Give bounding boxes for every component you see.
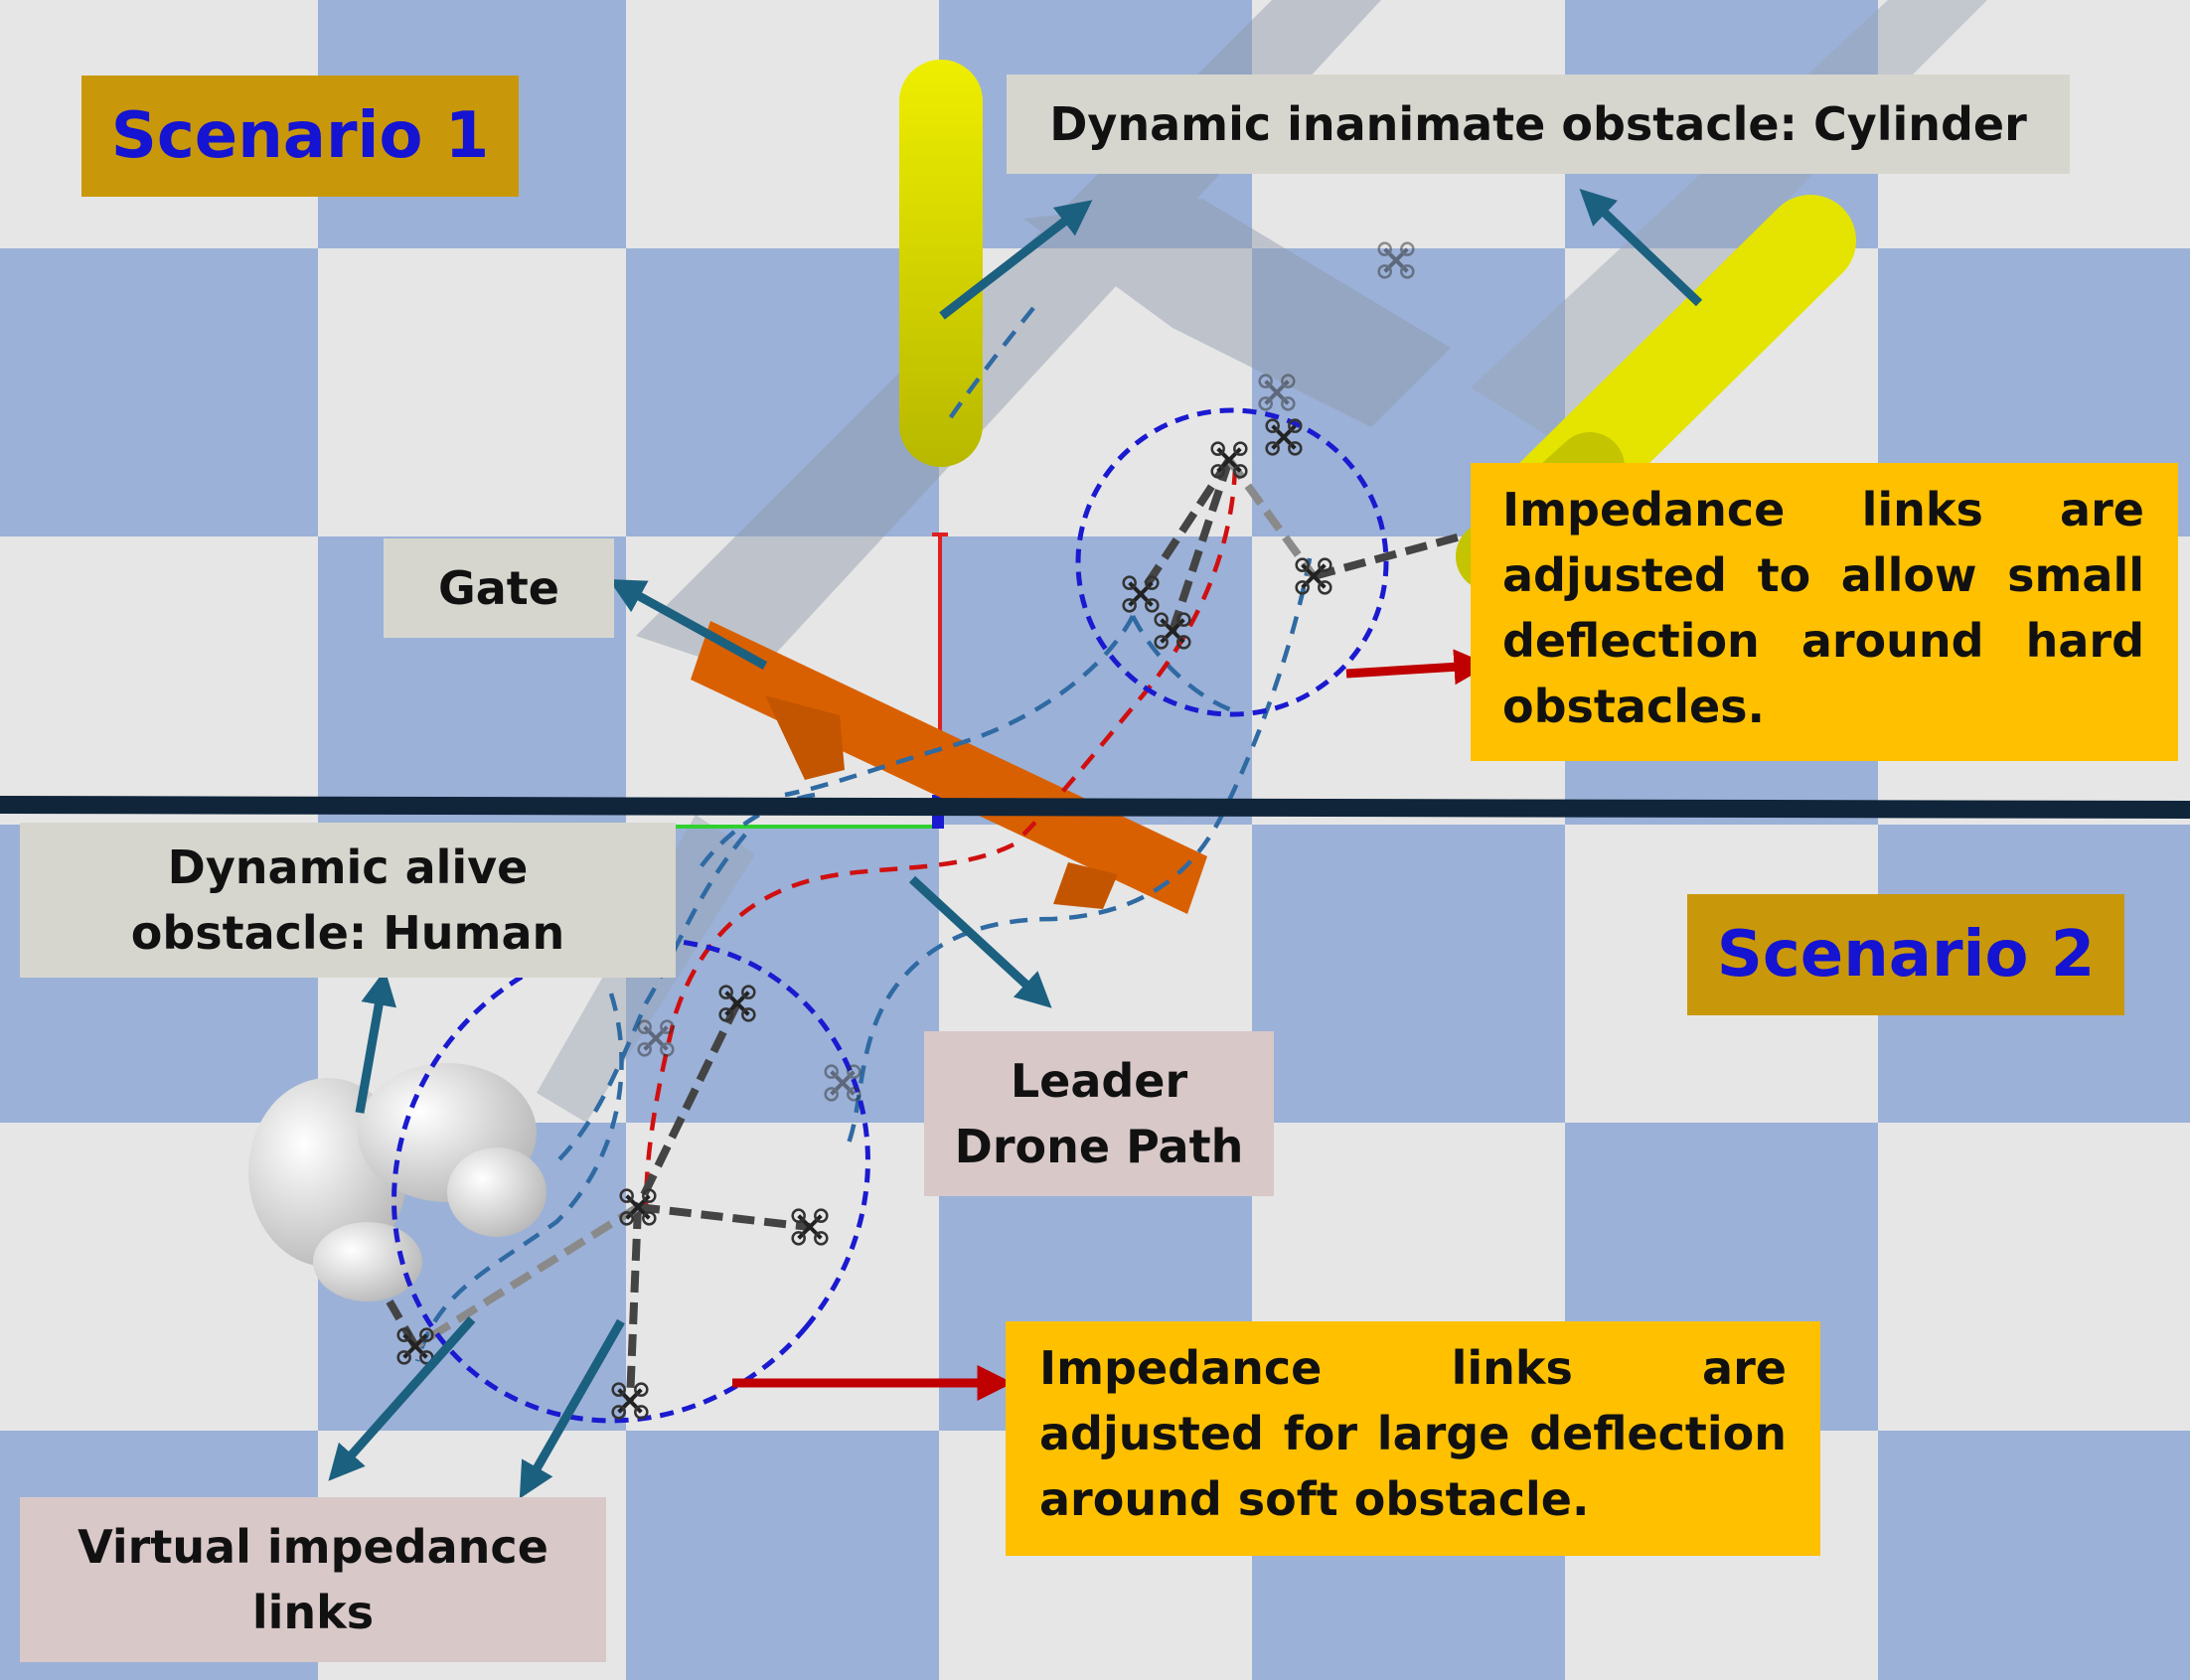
floor-tile [1252,825,1565,1123]
virtual-label-line1: Virtual impedance [78,1520,548,1574]
leader-path-label: Leader Drone Path [924,1031,1274,1196]
drone-icon [1210,441,1248,479]
cylinder-label: Dynamic inanimate obstacle: Cylinder [1007,75,2070,174]
human-obstacle [248,1063,547,1301]
drone-icon [718,985,756,1022]
formation-circle-scenario2 [391,937,870,1424]
follower-path [1130,614,1233,713]
follower-paths [414,306,1313,1362]
floor-tile [626,1431,939,1680]
gate-arrow [608,579,768,670]
impedance-link [637,1203,811,1231]
impedance-link [626,1206,642,1402]
drone-icon [824,1064,861,1102]
follower-path [842,557,1313,1154]
virtual-link-arrow [519,1318,625,1499]
follower-path [784,614,1136,798]
hard-obstacle-note: Impedance links are adjusted to allow sm… [1471,463,2178,761]
follower-path [942,306,1035,429]
virtual-link-arrow [328,1316,476,1481]
hard-note-arrow [1345,649,1490,686]
leader-path-arrow [908,875,1052,1008]
drone-icon [1265,418,1303,456]
follower-path [694,792,816,876]
floor-tile [1878,1123,2190,1431]
drone-icon [619,1188,657,1226]
human-arrow [355,969,396,1114]
scenario-2-badge: Scenario 2 [1687,894,2124,1015]
cylinder-arrow [1579,189,1703,307]
scenario-1-badge: Scenario 1 [81,76,519,197]
soft-obstacle-note: Impedance links are adjusted for large d… [1006,1321,1820,1556]
leader-label-line2: Drone Path [954,1120,1244,1173]
impedance-link [1137,457,1233,597]
impedance-link [386,1298,419,1349]
gate-obstacle [691,621,1207,914]
cylinder-arrow [939,200,1093,320]
floor-tile [318,248,626,536]
drone-icon [1258,374,1296,411]
formation-circle-scenario1 [1075,407,1389,717]
leader-path-scenario2 [643,841,1016,1213]
virtual-links-label: Virtual impedance links [20,1497,606,1662]
drone-icon [637,1019,675,1057]
callout-arrows [328,189,1703,1499]
drone-icon [1154,612,1191,650]
drone-swarm [396,241,1415,1420]
impedance-links [386,457,1463,1402]
virtual-label-line2: links [251,1586,375,1639]
drone-icon [611,1382,649,1420]
floor-tile [626,0,939,248]
note-arrows [732,649,1490,1401]
cylinder-obstacle-upright [899,60,983,467]
drone-icon [1295,557,1332,595]
leader-label-line1: Leader [1010,1054,1188,1108]
drone-icon [1377,241,1415,279]
human-label-line2: obstacle: Human [130,906,565,960]
drone-icon [791,1208,829,1246]
impedance-link [1312,533,1463,580]
floor-tile [626,248,939,536]
floor-tile [1878,1431,2190,1680]
human-label-line1: Dynamic alive [167,840,529,894]
human-label: Dynamic alive obstacle: Human [20,823,676,978]
floor-tile [626,825,939,1123]
drone-icon [1122,575,1160,613]
floor-tile [0,536,318,825]
follower-path [554,833,747,1164]
impedance-link [412,1203,641,1350]
scenario-divider [0,796,2190,819]
gate-label: Gate [384,538,614,638]
floor-tile [0,248,318,536]
follower-path [414,993,624,1362]
impedance-link [634,1001,741,1209]
impedance-link [1225,457,1318,579]
formation-circles [391,407,1389,1424]
